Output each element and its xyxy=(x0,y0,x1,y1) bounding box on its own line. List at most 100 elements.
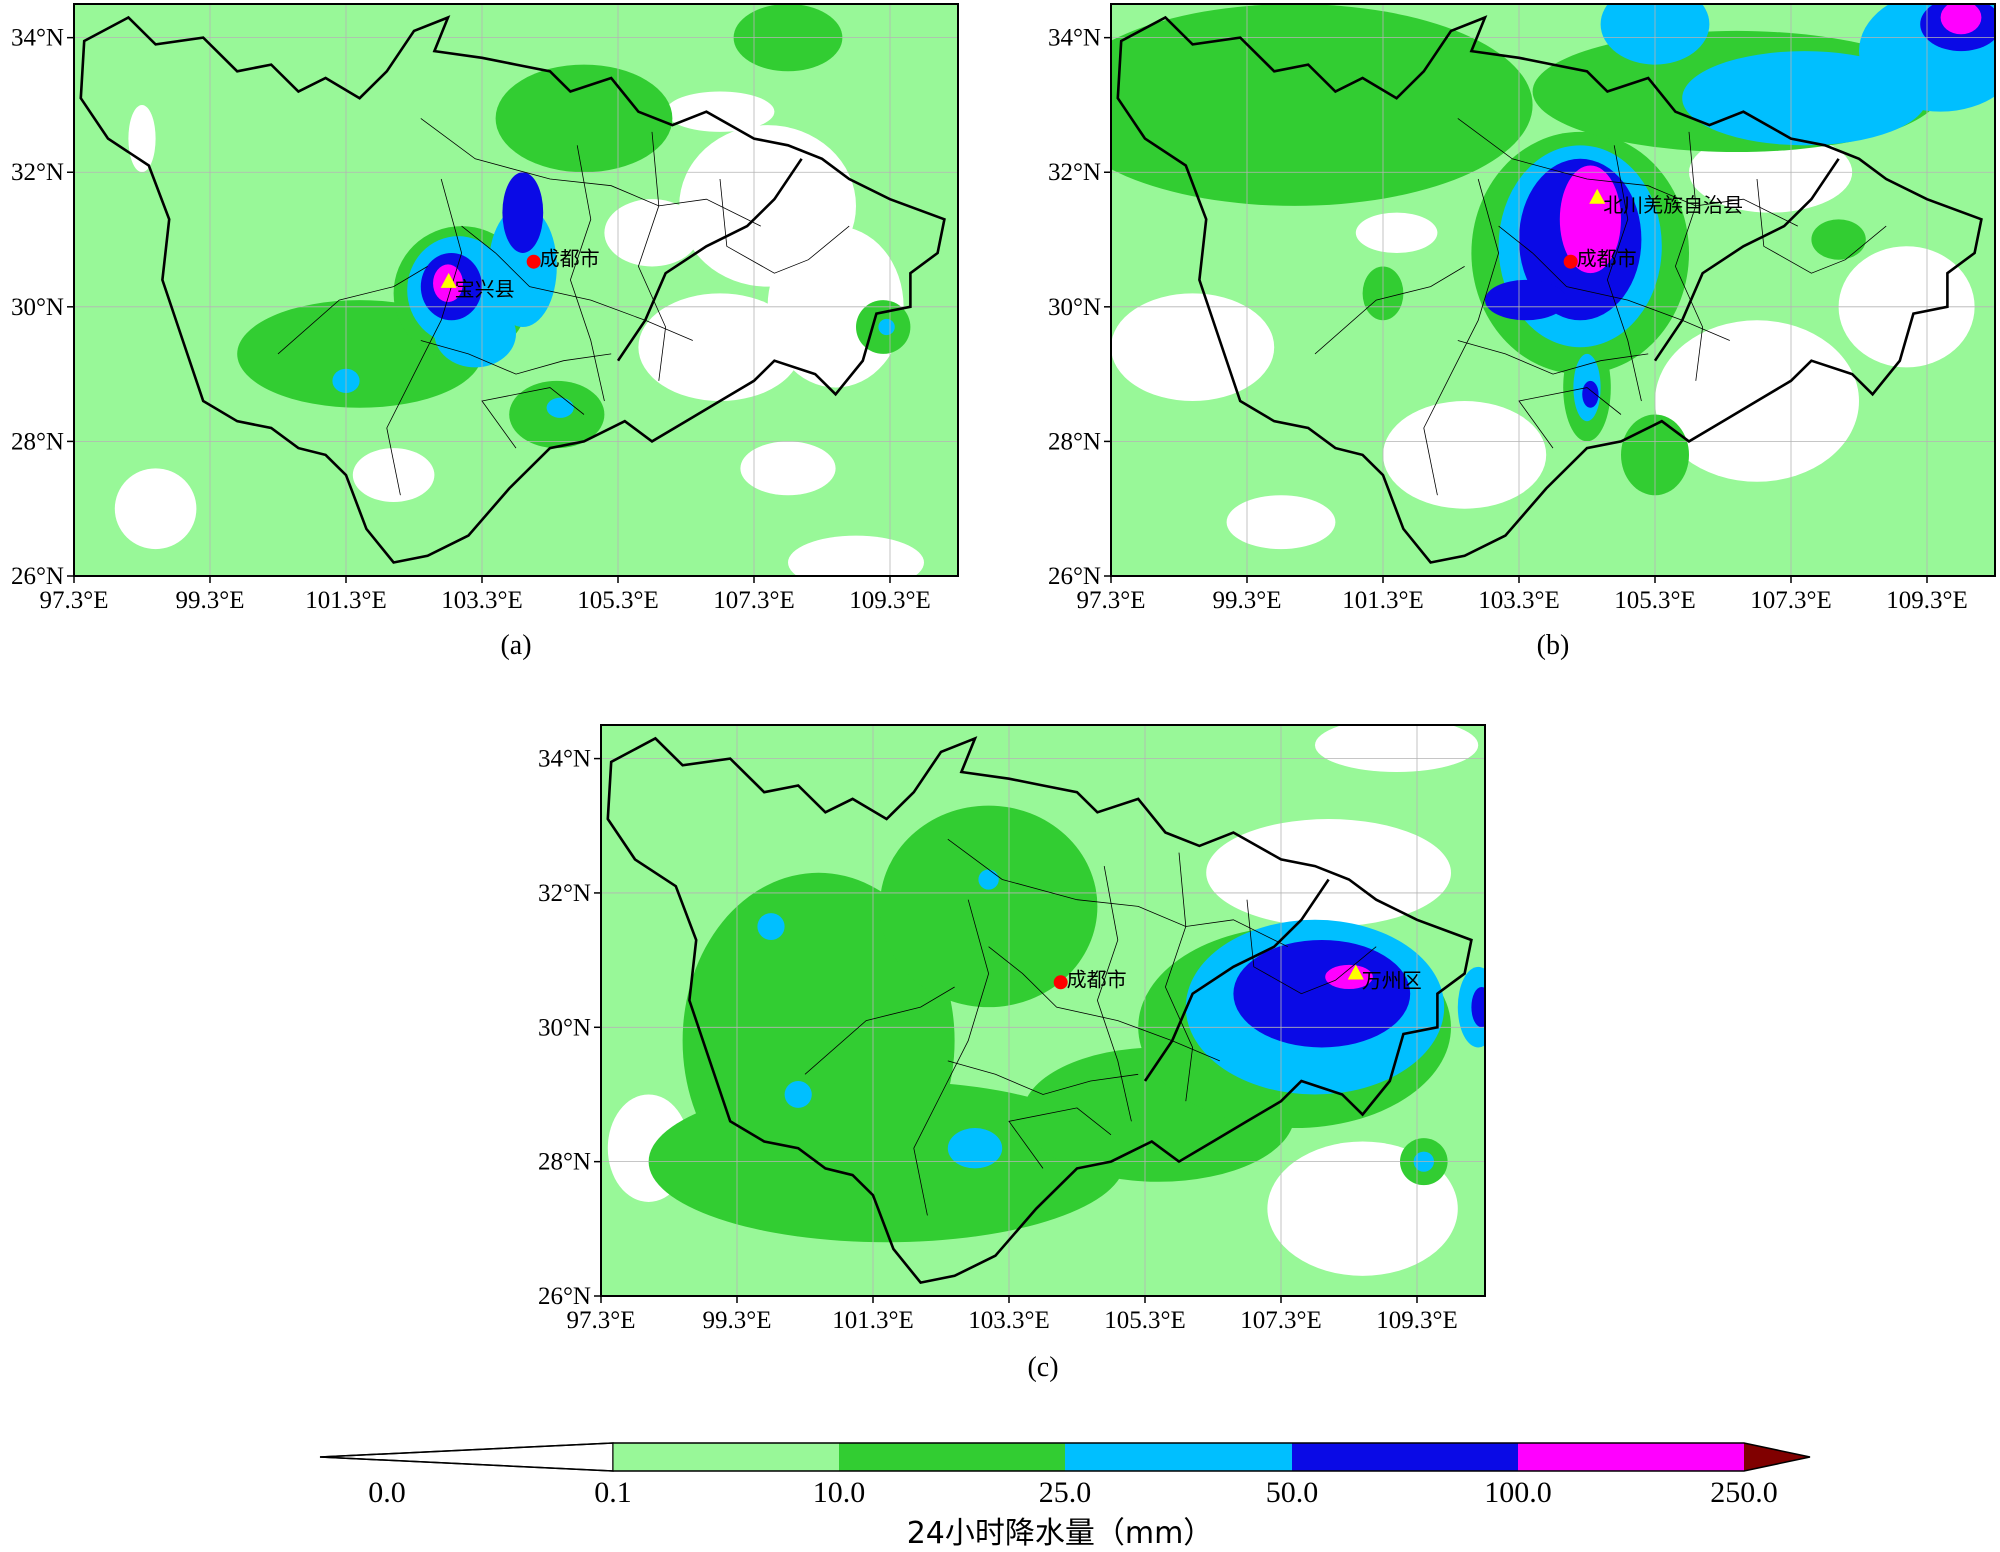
colorbar-label-5: 100.0 xyxy=(1484,1476,1552,1509)
y-tick-label: 32°N xyxy=(1048,159,1101,186)
county-boundary xyxy=(1756,178,1887,274)
x-tick-label: 103.3°E xyxy=(1478,587,1560,614)
station-marker-triangle xyxy=(440,272,457,288)
city-label: 成都市 xyxy=(1577,247,1637,271)
county-boundary xyxy=(1314,266,1465,355)
county-boundary xyxy=(461,225,693,341)
station-marker-triangle xyxy=(1589,188,1606,204)
county-boundary xyxy=(988,946,1220,1062)
no-rain-patch xyxy=(1226,495,1336,550)
rain-contour-level-5 xyxy=(1940,4,1982,35)
county-boundary xyxy=(947,1060,1139,1095)
rain-contour-level-3 xyxy=(757,913,785,940)
city-marker-chengdu xyxy=(526,254,541,269)
county-boundary xyxy=(1164,852,1194,1102)
x-tick-label: 103.3°E xyxy=(968,1307,1050,1334)
city-label: 成都市 xyxy=(1067,967,1127,991)
y-tick-label: 26°N xyxy=(538,1283,591,1310)
station-label: 万州区 xyxy=(1362,969,1422,993)
city-marker-chengdu xyxy=(1563,254,1578,269)
map-field xyxy=(74,4,958,576)
panel-a-caption: (a) xyxy=(500,630,531,661)
x-tick-label: 107.3°E xyxy=(1750,587,1832,614)
map-frame xyxy=(600,724,1486,1297)
x-tick-label: 109.3°E xyxy=(1886,587,1968,614)
station-marker-triangle xyxy=(1347,964,1364,980)
county-boundary xyxy=(1457,118,1798,227)
y-tick-label: 26°N xyxy=(11,563,64,590)
map-panel-c: 97.3°E 99.3°E 101.3°E 103.3°E 105.3°E 107.3°E… xyxy=(538,724,1486,1334)
county-boundary xyxy=(481,387,585,449)
county-boundary xyxy=(637,131,667,381)
y-tick-label: 30°N xyxy=(1048,294,1101,321)
map-frame xyxy=(73,3,959,577)
no-rain-patch xyxy=(740,441,836,496)
no-rain-patch xyxy=(352,448,435,502)
y-tick-label: 32°N xyxy=(538,880,591,907)
rain-contour-level-3 xyxy=(546,397,574,418)
rain-contour-level-3 xyxy=(784,1081,812,1108)
no-rain-patch xyxy=(1383,401,1547,509)
rain-contour-level-3 xyxy=(878,318,895,336)
county-boundary xyxy=(947,838,1288,948)
colorbar-label-1: 0.1 xyxy=(594,1476,632,1509)
y-tick-label: 34°N xyxy=(538,746,591,773)
colorbar-legend: 0.0 0.1 10.0 25.0 50.0 100.0 250.0 24小时降… xyxy=(319,1442,1811,1551)
county-boundary xyxy=(1423,178,1500,496)
x-tick-label: 101.3°E xyxy=(305,587,387,614)
county-boundary xyxy=(277,266,428,355)
y-tick-label: 26°N xyxy=(1048,563,1101,590)
province-boundary xyxy=(1143,878,1330,1082)
panel-c-caption: (c) xyxy=(1027,1352,1058,1383)
county-boundary xyxy=(1008,1107,1112,1169)
county-boundary xyxy=(420,118,761,227)
rain-contour-level-2 xyxy=(1811,219,1866,260)
x-tick-label: 99.3°E xyxy=(1212,587,1281,614)
no-rain-patch xyxy=(604,199,700,267)
city-label: 成都市 xyxy=(540,247,600,271)
colorbar-bin-1 xyxy=(613,1443,839,1471)
x-tick-label: 107.3°E xyxy=(713,587,795,614)
colorbar-title: 24小时降水量（mm） xyxy=(907,1516,1214,1551)
county-boundary xyxy=(386,178,463,496)
colorbar-over-triangle xyxy=(1744,1443,1810,1471)
x-tick-label: 107.3°E xyxy=(1240,1307,1322,1334)
colorbar-label-4: 50.0 xyxy=(1266,1476,1319,1509)
x-tick-label: 109.3°E xyxy=(849,587,931,614)
no-rain-patch xyxy=(1111,293,1275,402)
rain-contour-level-5 xyxy=(1559,165,1621,274)
rain-contour-level-2 xyxy=(495,64,673,173)
y-tick-label: 34°N xyxy=(11,25,64,52)
map-field xyxy=(1111,4,1995,576)
x-tick-label: 97.3°E xyxy=(566,1307,635,1334)
panel-b-caption: (b) xyxy=(1537,630,1570,661)
county-boundary xyxy=(1457,340,1649,375)
rain-contour-level-2 xyxy=(879,805,1098,1008)
colorbar-label-2: 10.0 xyxy=(813,1476,866,1509)
rain-contour-level-4 xyxy=(502,172,544,253)
y-tick-label: 28°N xyxy=(11,428,64,455)
city-marker-chengdu xyxy=(1053,975,1068,990)
rain-contour-level-4 xyxy=(1233,939,1411,1048)
county-boundary xyxy=(719,178,850,274)
x-tick-label: 101.3°E xyxy=(1342,587,1424,614)
county-boundary xyxy=(804,986,955,1075)
x-tick-label: 99.3°E xyxy=(702,1307,771,1334)
sichuan-chongqing-outline xyxy=(1116,15,1983,564)
no-rain-patch xyxy=(665,91,775,132)
county-boundary xyxy=(569,145,605,402)
county-boundary xyxy=(1498,225,1730,341)
y-tick-label: 28°N xyxy=(1048,428,1101,455)
station-label: 宝兴县 xyxy=(455,277,515,301)
y-tick-label: 28°N xyxy=(538,1149,591,1176)
rain-contour-level-3 xyxy=(978,869,999,890)
rain-contour-level-4 xyxy=(1485,279,1567,321)
x-tick-label: 103.3°E xyxy=(441,587,523,614)
province-boundary xyxy=(1653,158,1840,362)
colorbar-under-triangle xyxy=(319,1442,614,1472)
rain-contour-level-5 xyxy=(1325,964,1373,990)
y-tick-label: 30°N xyxy=(538,1014,591,1041)
x-tick-label: 101.3°E xyxy=(832,1307,914,1334)
x-tick-label: 97.3°E xyxy=(39,587,108,614)
